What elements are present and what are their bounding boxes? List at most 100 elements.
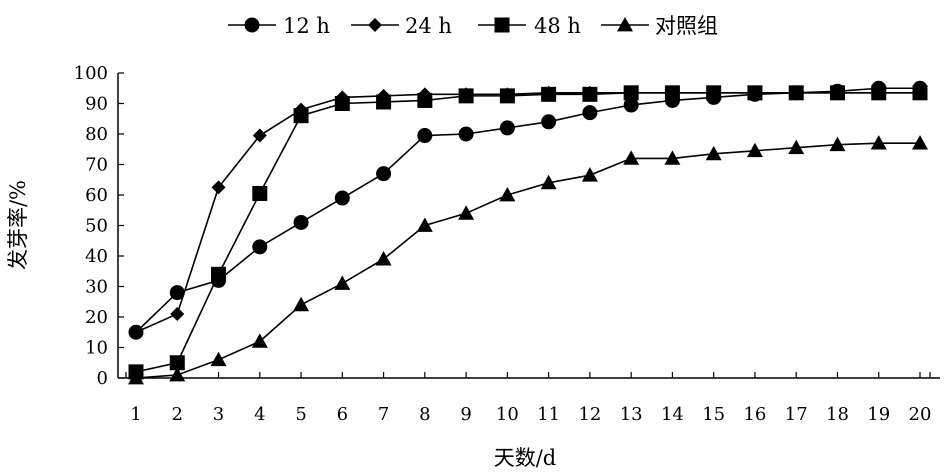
y-tick-label: 70 (85, 155, 108, 176)
series-line (135, 92, 920, 333)
data-point (252, 239, 268, 255)
data-point (623, 150, 640, 165)
legend-label: 12 h (283, 14, 330, 38)
data-point (582, 105, 598, 121)
data-point (293, 108, 309, 124)
legend-label: 48 h (534, 14, 581, 38)
series-2 (128, 85, 928, 380)
data-point (169, 366, 186, 382)
series-line (135, 142, 920, 379)
data-point (541, 114, 557, 130)
series-0 (128, 80, 928, 340)
y-tick-label: 40 (85, 246, 108, 267)
data-point (170, 306, 185, 321)
data-point (540, 174, 557, 190)
data-point (541, 86, 557, 102)
y-tick-label: 100 (74, 63, 108, 84)
data-point (169, 285, 185, 301)
x-tick-label: 20 (909, 404, 932, 425)
legend-item: 12 h (228, 14, 330, 38)
data-point (211, 180, 226, 195)
legend-label: 24 h (405, 14, 452, 38)
x-tick-label: 13 (620, 404, 643, 425)
data-point (870, 135, 887, 150)
legend-item: 对照组 (601, 14, 718, 38)
data-point (416, 217, 433, 232)
data-point (705, 145, 722, 161)
data-point (211, 266, 227, 282)
series-1 (129, 85, 927, 340)
y-tick-label: 10 (85, 338, 108, 359)
data-point (788, 85, 804, 101)
data-point (912, 85, 928, 101)
legend-marker (244, 17, 260, 33)
x-tick-label: 8 (419, 404, 430, 425)
y-tick-label: 0 (97, 368, 108, 389)
data-point (251, 333, 268, 348)
x-tick-label: 10 (496, 404, 519, 425)
x-tick-label: 16 (743, 404, 766, 425)
x-tick-label: 4 (254, 404, 265, 425)
data-point (499, 88, 515, 104)
data-point (417, 128, 433, 144)
data-point (871, 85, 887, 101)
x-tick-label: 15 (702, 404, 725, 425)
data-point (458, 126, 474, 142)
data-point (458, 205, 475, 220)
data-point (334, 190, 350, 206)
data-point (664, 85, 680, 101)
data-point (376, 166, 392, 182)
legend-label: 对照组 (655, 14, 718, 38)
data-point (623, 97, 639, 113)
data-point (376, 94, 392, 110)
x-tick-label: 18 (826, 404, 849, 425)
legend-marker (494, 17, 510, 33)
data-point (706, 85, 722, 101)
legend-marker (617, 17, 633, 32)
x-tick-label: 17 (785, 404, 808, 425)
y-tick-label: 50 (85, 216, 108, 237)
legend-item: 48 h (478, 14, 581, 38)
y-tick-label: 80 (85, 124, 108, 145)
x-tick-label: 19 (867, 404, 890, 425)
legend-marker (368, 18, 382, 32)
x-tick-label: 9 (460, 404, 471, 425)
legend: 12 h 24 h 48 h 对照组 (228, 14, 718, 38)
data-point (829, 136, 846, 152)
data-point (128, 370, 144, 385)
data-point (417, 92, 433, 108)
y-tick-label: 30 (85, 277, 108, 298)
data-point (252, 185, 268, 201)
x-tick-label: 2 (172, 404, 183, 425)
x-tick-label: 1 (130, 404, 141, 425)
data-point (499, 187, 516, 202)
data-point (829, 85, 845, 101)
data-point (210, 351, 227, 367)
data-point (788, 139, 805, 155)
data-point (747, 85, 763, 101)
x-tick-label: 7 (378, 404, 389, 425)
x-tick-label: 12 (578, 404, 601, 425)
data-point (499, 120, 515, 136)
series-line (135, 87, 920, 333)
data-point (746, 142, 763, 158)
series-line (135, 92, 920, 373)
data-point (912, 135, 928, 150)
data-point (458, 88, 474, 104)
data-point (129, 325, 143, 340)
x-tick-label: 11 (537, 404, 560, 425)
y-tick-label: 20 (85, 307, 108, 328)
x-tick-label: 3 (213, 404, 224, 425)
data-point (375, 251, 392, 266)
data-point (334, 275, 351, 290)
x-tick-label: 5 (295, 404, 306, 425)
data-point (293, 296, 310, 312)
data-point (582, 86, 598, 102)
data-point (293, 214, 309, 230)
x-tick-label: 14 (661, 404, 684, 425)
x-axis-title: 天数/d (494, 446, 557, 470)
data-point (581, 167, 598, 182)
data-point (623, 85, 639, 101)
